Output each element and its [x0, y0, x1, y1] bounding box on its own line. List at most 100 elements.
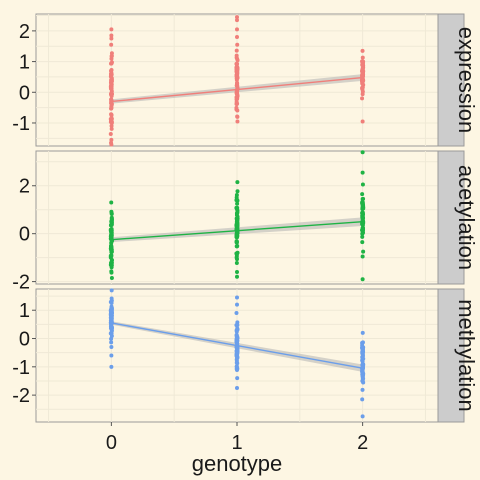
data-points-methylation	[108, 288, 366, 419]
data-point	[108, 246, 113, 251]
data-point	[235, 201, 240, 206]
data-point	[235, 180, 240, 185]
data-point	[109, 325, 114, 330]
data-point	[234, 311, 239, 316]
y-axis-acetylation: -2 0 2	[12, 176, 36, 294]
x-axis-title: genotype	[192, 451, 283, 476]
data-point	[109, 113, 114, 118]
data-points-acetylation	[108, 150, 366, 282]
y-tick-label: -1	[12, 357, 30, 379]
data-point	[235, 74, 240, 79]
data-point	[109, 320, 114, 325]
data-point	[109, 288, 114, 293]
data-point	[360, 240, 365, 245]
facet-panel-methylation: -2 -1 0 1 methylation	[12, 288, 479, 423]
data-point	[360, 231, 365, 236]
data-point	[234, 99, 239, 104]
x-axis: 0 1 2	[106, 422, 368, 454]
data-point	[360, 66, 365, 71]
y-tick-label: 2	[19, 21, 30, 43]
data-point-outlier	[109, 27, 114, 32]
data-point	[360, 362, 365, 367]
data-point	[109, 306, 114, 311]
data-point	[361, 376, 366, 381]
data-point	[360, 330, 365, 335]
facet-strip-label: acetylation	[454, 165, 479, 270]
data-point-outlier	[235, 295, 239, 300]
data-point	[109, 51, 114, 56]
data-point	[235, 119, 240, 124]
data-points-expression	[108, 15, 366, 147]
data-point	[109, 99, 114, 104]
facet-strip-label: methylation	[454, 299, 479, 412]
data-point	[235, 367, 240, 372]
data-point	[234, 323, 239, 328]
data-point	[235, 244, 240, 249]
data-point	[109, 126, 114, 131]
facet-strip	[437, 13, 465, 147]
data-point-outlier	[109, 353, 114, 358]
data-point-outlier	[235, 15, 239, 20]
data-point	[235, 361, 240, 366]
data-point	[235, 345, 240, 350]
data-point-outlier	[360, 277, 365, 282]
data-point-outlier	[235, 27, 239, 32]
data-point-outlier	[360, 119, 365, 124]
data-point	[109, 238, 114, 243]
data-point	[109, 123, 114, 128]
data-point	[360, 182, 365, 187]
data-point	[109, 104, 114, 109]
data-point	[234, 206, 239, 211]
data-point	[109, 60, 114, 65]
data-point	[360, 397, 365, 402]
data-point	[108, 83, 113, 88]
data-point	[360, 351, 365, 356]
data-point-outlier	[109, 364, 114, 369]
data-point	[361, 59, 366, 64]
data-point	[234, 261, 239, 266]
data-point	[360, 215, 365, 220]
data-point	[360, 355, 365, 360]
data-point	[234, 270, 239, 275]
data-point	[109, 345, 114, 350]
facet-strip-label: expression	[454, 27, 479, 133]
data-point	[109, 317, 114, 322]
data-point	[360, 234, 365, 239]
data-point	[360, 48, 365, 53]
data-point-outlier	[109, 33, 114, 38]
facet-strip	[437, 150, 465, 285]
data-point	[109, 91, 114, 96]
y-tick-label: -2	[12, 272, 30, 294]
data-point-outlier	[360, 254, 365, 259]
data-point	[109, 217, 114, 222]
data-point	[360, 87, 365, 92]
data-point	[109, 263, 114, 268]
data-point	[109, 253, 114, 258]
data-point	[234, 227, 239, 232]
data-point	[235, 80, 240, 85]
data-point	[234, 251, 239, 256]
data-point-outlier	[360, 414, 365, 419]
data-point	[234, 221, 239, 226]
y-tick-label: -1	[12, 113, 30, 135]
data-point-outlier	[109, 137, 114, 142]
data-point	[108, 68, 113, 73]
data-point	[108, 228, 113, 233]
data-point	[234, 61, 239, 66]
data-point	[234, 198, 239, 203]
data-point	[360, 70, 365, 75]
data-point	[234, 232, 239, 237]
data-point-outlier	[360, 170, 365, 175]
data-point-outlier	[235, 302, 239, 307]
data-point	[361, 78, 366, 83]
facet-strip	[437, 288, 465, 423]
data-point	[108, 131, 113, 136]
data-point	[360, 368, 365, 373]
data-point	[234, 328, 239, 333]
data-point	[360, 96, 365, 101]
data-point	[235, 376, 240, 381]
y-tick-label: 0	[19, 329, 30, 351]
y-tick-label: 2	[19, 176, 30, 198]
data-point	[235, 114, 240, 119]
